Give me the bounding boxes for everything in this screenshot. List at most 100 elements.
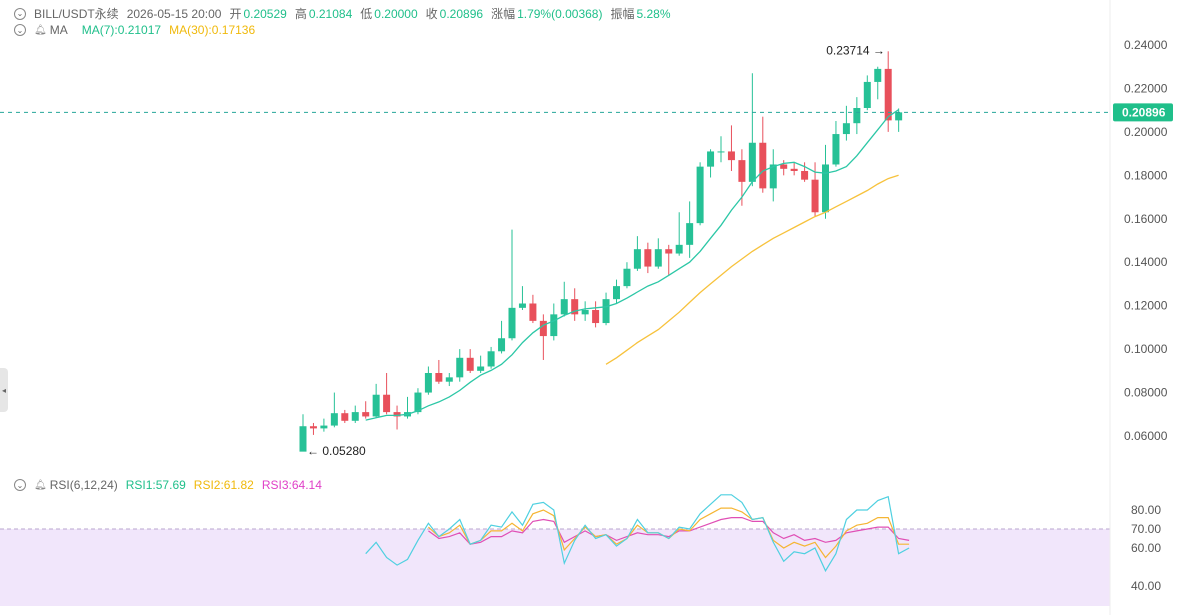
amplitude-value: 5.28% [636, 6, 671, 21]
ma30-value: MA(30):0.17136 [169, 23, 256, 37]
candle-body [811, 179, 819, 213]
candle-body [696, 166, 704, 224]
current-price-value: 0.20896 [1122, 105, 1166, 119]
price-tick-label: 0.22000 [1124, 81, 1168, 95]
high-annotation: 0.23714 → [826, 43, 885, 57]
candle-body [602, 299, 610, 324]
price-tick-label: 0.14000 [1124, 255, 1168, 269]
price-tick-label: 0.20000 [1124, 125, 1168, 139]
close-value: 0.20896 [439, 6, 484, 21]
candle-body [320, 425, 328, 429]
candle-body [518, 303, 526, 308]
candle-body [341, 413, 349, 421]
candle-body [822, 164, 829, 213]
panel-collapse-handle[interactable]: ◂ [0, 368, 8, 412]
price-tick-label: 0.18000 [1124, 168, 1168, 182]
ma30-line [605, 174, 899, 365]
candle-body [633, 249, 641, 269]
rsi3-line [428, 517, 910, 545]
price-tick-label: 0.24000 [1124, 38, 1168, 52]
candle-body [675, 244, 683, 254]
candle-body [529, 303, 537, 321]
ma7-value: MA(7):0.21017 [81, 23, 162, 37]
rsi2-value: RSI2:61.82 [193, 478, 254, 492]
collapse-icon[interactable]: ⌄ [14, 24, 26, 36]
low-value: 0.20000 [374, 6, 418, 21]
candle-body [456, 357, 464, 378]
open-label: 开 [229, 7, 242, 21]
rsi-tick-label: 70.00 [1131, 522, 1161, 536]
change-label: 涨幅 [491, 7, 516, 21]
rsi1-value: RSI1:57.69 [125, 478, 186, 492]
low-label: 低 [360, 7, 373, 21]
candle-body [748, 142, 756, 182]
rsi-band [0, 529, 1110, 606]
candle-body [330, 413, 338, 426]
rsi-legend: ⌄ 🔔︎ RSI(6,12,24) RSI1:57.69 RSI2:61.82 … [14, 478, 330, 492]
candle-body [801, 170, 809, 180]
ma-name: MA [49, 23, 68, 37]
rsi3-value: RSI3:64.14 [261, 478, 322, 492]
candle-body [550, 314, 558, 337]
high-label: 高 [294, 7, 307, 21]
candle-body [393, 412, 401, 417]
collapse-icon[interactable]: ⌄ [14, 479, 26, 491]
candle-body [571, 299, 579, 315]
candle-body [707, 151, 715, 167]
candle-body [717, 151, 725, 153]
candle-body [592, 310, 600, 324]
bell-icon[interactable]: 🔔︎ [34, 24, 47, 36]
rsi-tick-label: 60.00 [1131, 541, 1161, 555]
candle-body [832, 134, 840, 165]
candle-body [780, 164, 788, 169]
candle-body [644, 249, 652, 267]
ma-legend: ⌄ 🔔︎ MA MA(7):0.21017 MA(30):0.17136 [14, 23, 263, 37]
price-tick-label: 0.06000 [1124, 429, 1168, 443]
high-value: 0.21084 [308, 6, 353, 21]
candle-body [539, 320, 547, 337]
change-value: 1.79%(0.00368) [517, 6, 603, 21]
candle-body [623, 268, 631, 287]
candle-body [895, 112, 903, 121]
candle-body [508, 307, 516, 339]
candle-body [863, 81, 871, 108]
candle-body [477, 366, 485, 371]
datetime-label: 2026-05-15 20:00 [126, 6, 222, 21]
rsi1-line [365, 494, 910, 573]
candle-body [842, 123, 850, 135]
low-annotation: ← 0.05280 [307, 444, 366, 458]
candle-body [759, 142, 767, 189]
price-tick-label: 0.16000 [1124, 212, 1168, 226]
candle-body [383, 394, 391, 413]
collapse-icon[interactable]: ⌄ [14, 7, 26, 20]
candle-body [487, 351, 495, 367]
candle-body [351, 412, 359, 421]
price-tick-label: 0.12000 [1124, 299, 1168, 313]
rsi-tick-label: 80.00 [1131, 503, 1161, 517]
candle-body [665, 249, 673, 254]
candle-body [445, 377, 453, 382]
candle-body [498, 338, 506, 352]
ma7-line [365, 109, 899, 421]
symbol-label: BILL/USDT永续 [34, 7, 119, 21]
candle-body [769, 164, 777, 189]
bell-icon[interactable]: 🔔︎ [34, 479, 47, 491]
candle-body [874, 68, 882, 82]
open-value: 0.20529 [243, 6, 287, 21]
candle-body [309, 426, 317, 429]
current-price-tag [1113, 103, 1173, 122]
candle-body [581, 310, 589, 315]
price-tick-label: 0.08000 [1124, 386, 1168, 400]
candle-body [613, 286, 620, 300]
rsi-tick-label: 40.00 [1131, 579, 1161, 593]
rsi-name: RSI(6,12,24) [49, 478, 118, 492]
close-label: 收 [425, 7, 438, 21]
candle-body [738, 160, 746, 182]
candle-body [654, 249, 662, 267]
candle-body [362, 412, 370, 417]
candle-body [435, 373, 443, 382]
price-tick-label: 0.10000 [1124, 342, 1168, 356]
candle-body [790, 168, 798, 171]
candle-body [884, 68, 892, 121]
